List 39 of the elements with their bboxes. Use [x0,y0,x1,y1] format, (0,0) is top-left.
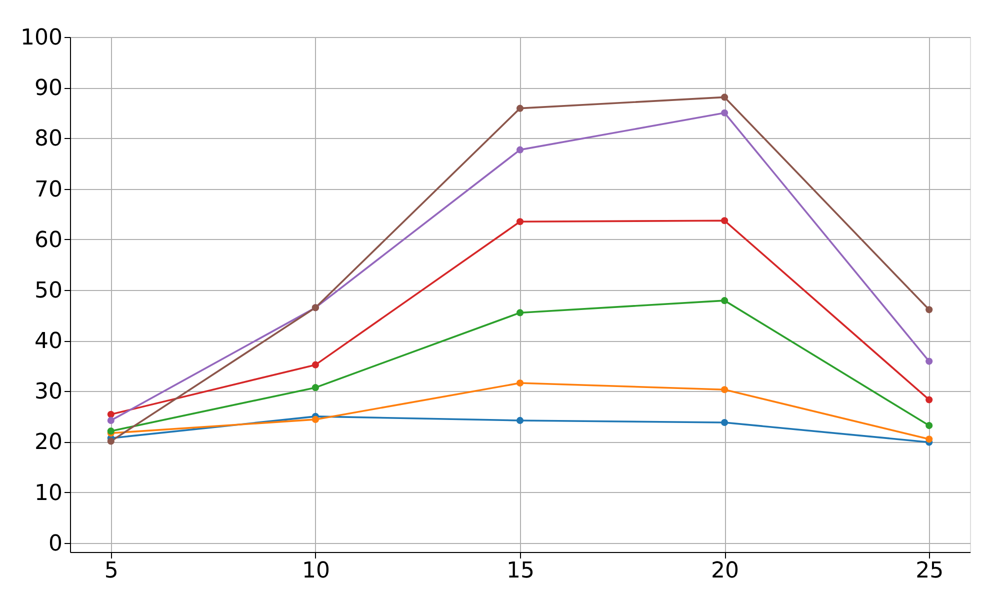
point [312,361,319,368]
point [926,358,933,365]
point [516,146,524,154]
x-tick-label: 20 [711,558,740,584]
y-tick-label: 50 [34,278,62,304]
point [926,306,933,314]
point [516,104,524,112]
point [721,418,728,426]
y-tick-label: 10 [34,480,62,506]
point [721,386,728,394]
y-tick-label: 0 [48,531,62,556]
point [312,384,319,392]
point [721,217,728,224]
y-tick-label: 90 [34,76,62,102]
y-tick-label: 80 [34,126,62,152]
point [926,422,933,430]
point [312,416,319,423]
y-tick-label: 100 [20,26,62,50]
y-tick-label: 30 [34,380,62,405]
y-tick-label: 20 [34,430,62,456]
point [516,309,524,316]
y-tick-label: 60 [34,228,62,253]
point [721,109,728,116]
point [107,410,114,418]
y-tick-label: 40 [34,329,62,354]
point [516,416,524,424]
point [516,380,524,387]
point [721,297,728,304]
x-tick-label: 15 [506,558,534,584]
point [926,436,933,443]
x-tick-label: 25 [916,558,944,584]
point [107,438,114,445]
point [516,218,524,226]
x-tick-label: 5 [104,558,118,584]
point [107,416,114,424]
point [926,396,933,404]
y-tick-label: 70 [34,177,62,202]
point [721,94,728,101]
x-tick-label: 10 [302,558,330,584]
